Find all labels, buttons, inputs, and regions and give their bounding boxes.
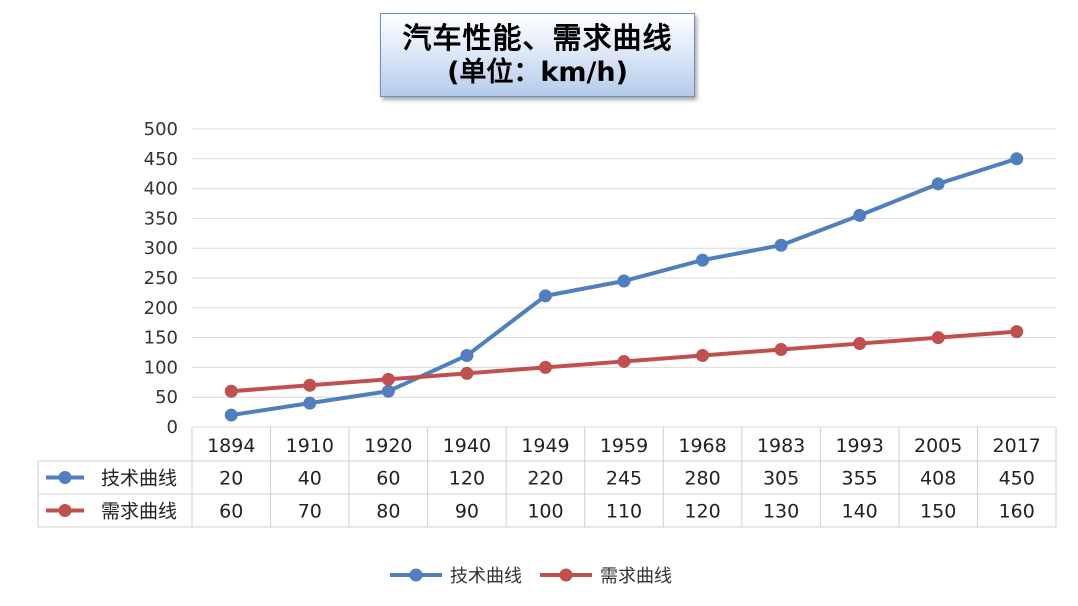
data-point — [696, 348, 710, 362]
data-point — [381, 384, 395, 398]
y-tick-label: 200 — [144, 298, 178, 319]
y-tick-label: 450 — [144, 149, 178, 170]
table-cell-value: 305 — [763, 468, 799, 490]
legend-label: 需求曲线 — [600, 566, 672, 587]
x-tick-label: 2017 — [993, 435, 1041, 457]
y-tick-label: 100 — [144, 357, 178, 378]
data-point — [617, 354, 631, 368]
data-point — [774, 343, 788, 357]
table-cell-value: 100 — [527, 501, 563, 523]
table-cell-value: 160 — [999, 501, 1035, 523]
legend-label: 技术曲线 — [450, 566, 522, 587]
y-tick-label: 50 — [155, 387, 178, 408]
data-point — [931, 331, 945, 345]
table-legend-marker — [58, 504, 72, 517]
table-legend-marker — [58, 471, 72, 484]
y-tick-label: 500 — [144, 119, 178, 140]
x-tick-label: 1993 — [835, 435, 883, 457]
x-tick-label: 1959 — [600, 435, 648, 457]
x-tick-label: 2005 — [914, 435, 962, 457]
data-point — [303, 378, 317, 392]
legend-marker — [409, 568, 423, 582]
y-tick-label: 0 — [167, 417, 178, 438]
y-tick-label: 300 — [144, 238, 178, 259]
table-cell-value: 90 — [455, 501, 479, 523]
table-cell-value: 355 — [842, 468, 878, 490]
table-series-name: 需求曲线 — [101, 501, 177, 523]
data-point — [617, 274, 631, 288]
table-cell-value: 150 — [920, 501, 956, 523]
table-cell-value: 130 — [763, 501, 799, 523]
table-cell-value: 120 — [684, 501, 720, 523]
chart-title: 汽车性能、需求曲线 — [402, 21, 673, 55]
x-tick-label: 1983 — [757, 435, 805, 457]
x-tick-label: 1968 — [678, 435, 726, 457]
table-cell-value: 280 — [684, 468, 720, 490]
data-point — [853, 337, 867, 351]
data-point — [538, 360, 552, 374]
table-cell-value: 450 — [999, 468, 1035, 490]
data-point — [460, 366, 474, 380]
chart-subtitle-unit: (单位：km/h) — [447, 57, 628, 88]
y-axis-ticks: 0 50 100 150 200 250 300 350 400 450 500 — [144, 119, 178, 438]
legend-marker — [559, 568, 573, 582]
table-cell-value: 60 — [376, 468, 400, 490]
y-tick-label: 400 — [144, 179, 178, 200]
chart-title-box: 汽车性能、需求曲线 (单位：km/h) — [380, 13, 695, 97]
x-tick-label: 1894 — [207, 435, 255, 457]
table-cell-value: 220 — [527, 468, 563, 490]
table-cell-value: 70 — [298, 501, 322, 523]
table-series-name: 技术曲线 — [101, 468, 177, 490]
x-tick-label: 1910 — [286, 435, 334, 457]
x-tick-label: 1920 — [364, 435, 412, 457]
table-cell-value: 140 — [842, 501, 878, 523]
data-table: 1894 1910 1920 1940 1949 1959 1968 1983 1993 2005… — [37, 427, 1057, 528]
table-cell-value: 60 — [219, 501, 243, 523]
x-tick-label: 1940 — [443, 435, 491, 457]
data-point — [538, 289, 552, 303]
series-lines — [224, 152, 1024, 422]
table-cell-value: 80 — [376, 501, 400, 523]
table-cell-value: 110 — [606, 501, 642, 523]
y-tick-label: 250 — [144, 268, 178, 289]
data-point — [696, 253, 710, 267]
y-tick-label: 350 — [144, 208, 178, 229]
data-point — [381, 372, 395, 386]
table-cell-value: 408 — [920, 468, 956, 490]
y-tick-label: 150 — [144, 328, 178, 349]
data-point — [1010, 152, 1024, 166]
table-cell-value: 20 — [219, 468, 243, 490]
data-point — [460, 348, 474, 362]
data-point — [303, 396, 317, 410]
table-cell-value: 245 — [606, 468, 642, 490]
table-cell-value: 40 — [298, 468, 322, 490]
data-point — [224, 408, 238, 422]
data-point — [774, 238, 788, 252]
data-point — [1010, 325, 1024, 339]
legend: 技术曲线 需求曲线 — [390, 566, 672, 587]
data-point — [853, 208, 867, 222]
x-tick-label: 1949 — [521, 435, 569, 457]
data-point — [224, 384, 238, 398]
data-point — [931, 177, 945, 191]
table-cell-value: 120 — [449, 468, 485, 490]
